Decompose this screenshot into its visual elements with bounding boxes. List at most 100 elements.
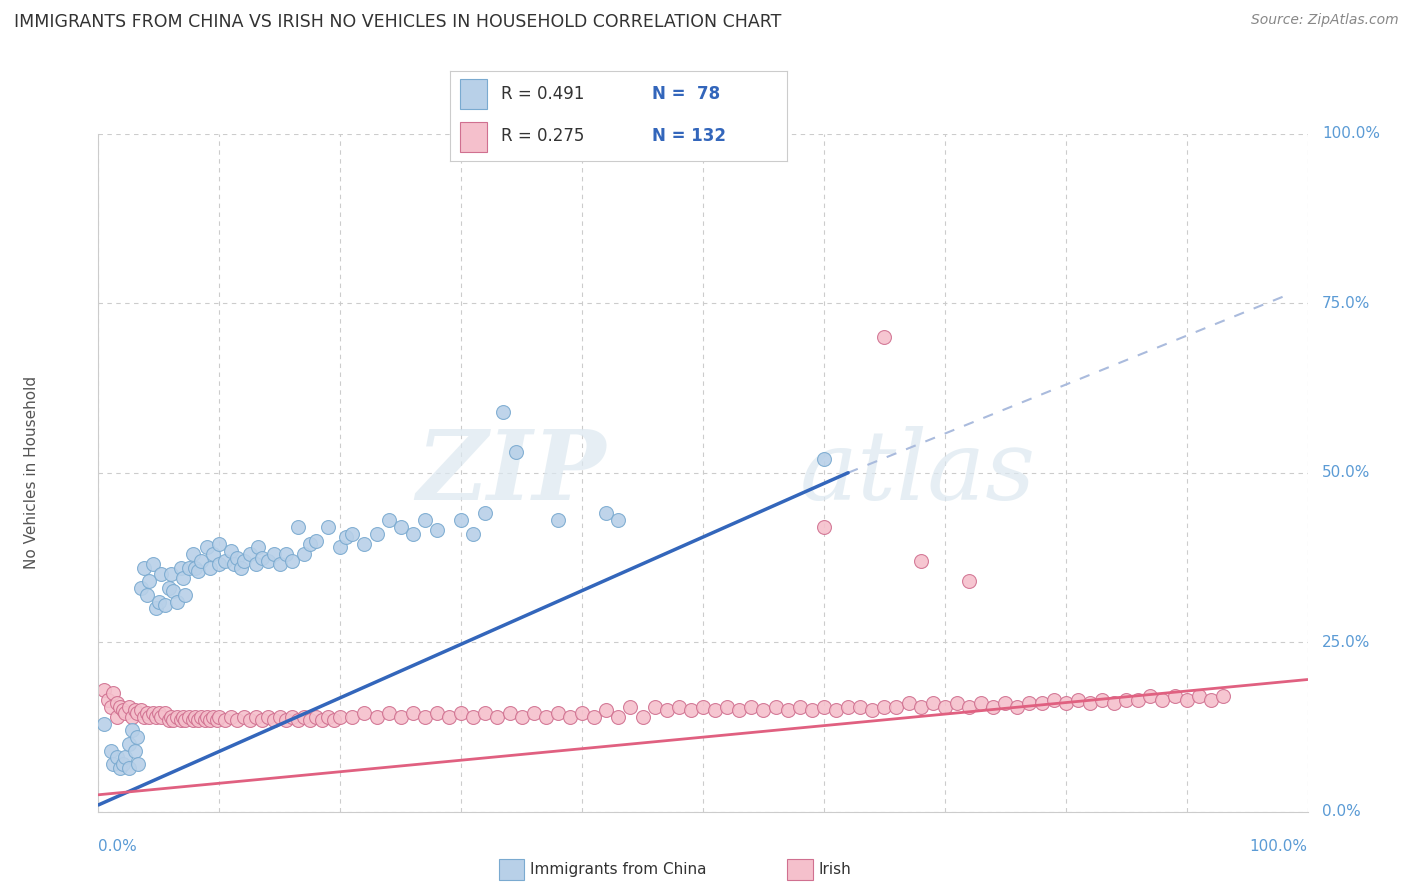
- Point: [232, 710, 254, 724]
- Point: [250, 550, 273, 565]
- Text: N =  78: N = 78: [652, 85, 720, 103]
- Point: [957, 574, 980, 589]
- Text: 100.0%: 100.0%: [1322, 127, 1381, 141]
- Point: [142, 558, 165, 572]
- Point: [190, 554, 212, 568]
- Point: [198, 713, 221, 727]
- Point: [221, 543, 243, 558]
- Point: [118, 699, 141, 714]
- Point: [121, 710, 143, 724]
- Point: [571, 706, 593, 721]
- Point: [316, 710, 339, 724]
- Point: [232, 554, 254, 568]
- Point: [492, 405, 515, 419]
- Point: [256, 554, 278, 568]
- Point: [190, 710, 212, 724]
- Point: [934, 699, 956, 714]
- Point: [450, 706, 472, 721]
- Point: [250, 713, 273, 727]
- Point: [198, 560, 221, 574]
- Point: [101, 686, 124, 700]
- Point: [558, 710, 581, 724]
- Point: [1018, 696, 1040, 710]
- Bar: [460, 79, 486, 109]
- Point: [281, 554, 304, 568]
- Point: [668, 699, 690, 714]
- Point: [323, 713, 346, 727]
- Point: [402, 526, 425, 541]
- Point: [153, 598, 176, 612]
- Point: [946, 696, 969, 710]
- Point: [316, 520, 339, 534]
- Point: [208, 537, 231, 551]
- Point: [1188, 690, 1211, 704]
- Point: [148, 706, 170, 721]
- Point: [505, 445, 527, 459]
- Point: [187, 564, 209, 578]
- Point: [595, 507, 617, 521]
- Point: [214, 713, 236, 727]
- Text: 100.0%: 100.0%: [1250, 838, 1308, 854]
- Point: [450, 513, 472, 527]
- Text: R = 0.275: R = 0.275: [501, 127, 583, 145]
- Point: [263, 713, 285, 727]
- Point: [1091, 693, 1114, 707]
- Point: [187, 713, 209, 727]
- Point: [377, 706, 399, 721]
- Point: [860, 703, 883, 717]
- Point: [274, 713, 297, 727]
- Point: [157, 581, 180, 595]
- Point: [547, 706, 569, 721]
- Point: [1115, 693, 1137, 707]
- Point: [825, 703, 848, 717]
- Point: [1152, 693, 1174, 707]
- Point: [644, 699, 666, 714]
- Point: [910, 554, 932, 568]
- Point: [195, 541, 218, 555]
- Point: [135, 588, 157, 602]
- Point: [97, 693, 120, 707]
- Point: [195, 710, 218, 724]
- Point: [150, 710, 173, 724]
- Point: [292, 547, 315, 561]
- Point: [105, 710, 128, 724]
- Point: [813, 699, 835, 714]
- Point: [202, 547, 225, 561]
- Point: [160, 710, 183, 724]
- Point: [813, 520, 835, 534]
- Point: [970, 696, 993, 710]
- Text: 75.0%: 75.0%: [1322, 296, 1371, 310]
- Point: [921, 696, 943, 710]
- Point: [239, 547, 262, 561]
- Point: [157, 713, 180, 727]
- Point: [1139, 690, 1161, 704]
- Point: [655, 703, 678, 717]
- Point: [114, 706, 136, 721]
- Point: [263, 547, 285, 561]
- Point: [1031, 696, 1053, 710]
- Point: [981, 699, 1004, 714]
- Point: [127, 757, 149, 772]
- Point: [194, 713, 217, 727]
- Point: [437, 710, 460, 724]
- Point: [1163, 690, 1185, 704]
- Text: Immigrants from China: Immigrants from China: [530, 863, 707, 877]
- Point: [631, 710, 654, 724]
- Bar: [460, 122, 486, 152]
- Point: [389, 710, 412, 724]
- Point: [160, 567, 183, 582]
- Point: [389, 520, 412, 534]
- Point: [994, 696, 1017, 710]
- Point: [111, 703, 134, 717]
- Point: [776, 703, 799, 717]
- Point: [134, 710, 156, 724]
- Point: [426, 524, 449, 538]
- Point: [269, 710, 291, 724]
- Point: [177, 560, 201, 574]
- Point: [595, 703, 617, 717]
- Point: [957, 699, 980, 714]
- Point: [124, 744, 146, 758]
- Point: [329, 541, 352, 555]
- Point: [177, 710, 201, 724]
- Text: R = 0.491: R = 0.491: [501, 85, 583, 103]
